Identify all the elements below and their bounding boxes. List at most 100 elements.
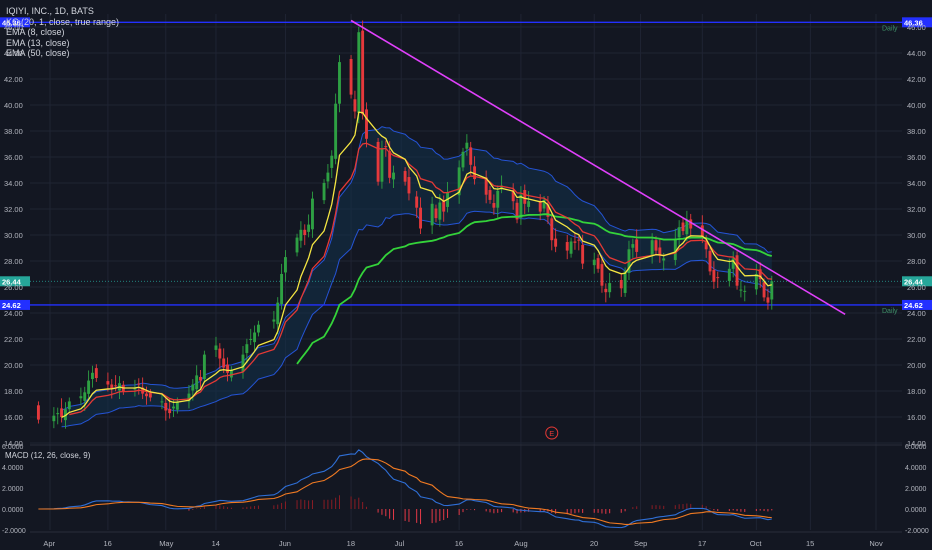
macd-y-tick-left: 4.0000 <box>2 465 24 472</box>
candle-body <box>681 222 685 232</box>
candle-body <box>249 339 253 340</box>
y-tick-right: 16.00 <box>907 413 926 422</box>
x-tick: May <box>159 539 173 548</box>
legend-ema50[interactable]: EMA (50, close) <box>6 48 70 58</box>
candles <box>36 20 774 429</box>
candle-body <box>550 218 554 241</box>
candle-body <box>295 237 299 253</box>
macd-y-tick-left: -2.0000 <box>2 528 26 535</box>
y-tick-left: 34.00 <box>4 179 23 188</box>
macd-title: MACD (12, 26, close, 9) <box>5 451 91 460</box>
y-tick-left: 24.00 <box>4 309 23 318</box>
candle-body <box>430 203 434 226</box>
candle-body <box>276 302 280 325</box>
y-tick-left: 30.00 <box>4 231 23 240</box>
candle-body <box>492 203 496 208</box>
candle-body <box>133 388 137 390</box>
y-tick-left: 46.00 <box>4 23 23 32</box>
candle-body <box>677 227 681 238</box>
candle-body <box>735 255 739 286</box>
candle-body <box>716 277 720 279</box>
candle-body <box>67 401 71 410</box>
candle-body <box>87 380 91 394</box>
candle-body <box>253 332 257 343</box>
candle-body <box>311 198 314 230</box>
candle-body <box>195 375 199 390</box>
candle-body <box>473 166 477 180</box>
candle-body <box>110 384 114 389</box>
candle-body <box>592 259 596 266</box>
y-tick-right: 46.00 <box>907 23 926 32</box>
legend-ema8[interactable]: EMA (8, close) <box>6 27 65 37</box>
candle-body <box>419 207 422 229</box>
y-tick-right: 36.00 <box>907 153 926 162</box>
candle-body <box>330 155 334 168</box>
y-tick-right: 20.00 <box>907 361 926 370</box>
last-price-label-left-bg <box>0 276 30 287</box>
last-price-label-right: 26.44 <box>904 277 924 286</box>
y-tick-left: 38.00 <box>4 127 23 136</box>
candle-body <box>334 103 338 159</box>
candle-body <box>523 190 527 204</box>
macd-y-tick-left: 2.0000 <box>2 486 24 493</box>
candle-body <box>515 202 519 220</box>
candle-body <box>581 244 585 264</box>
candle-body <box>685 219 689 235</box>
candle-body <box>357 32 361 114</box>
macd-y-tick-left: 0.0000 <box>2 507 24 514</box>
candle-body <box>573 241 577 243</box>
legend-ema13[interactable]: EMA (13, close) <box>6 37 70 48</box>
candle-body <box>758 269 762 280</box>
y-tick-right: 38.00 <box>907 127 926 136</box>
x-tick: Jun <box>279 539 291 548</box>
y-tick-left: 18.00 <box>4 387 23 396</box>
ema8-line <box>61 111 772 418</box>
candle-body <box>256 324 260 333</box>
y-tick-left: 14.00 <box>4 439 23 448</box>
y-tick-right: 34.00 <box>907 179 926 188</box>
candle-body <box>52 415 56 422</box>
y-tick-right: 22.00 <box>907 335 926 344</box>
grid <box>30 14 902 530</box>
candle-body <box>565 242 569 251</box>
y-tick-left: 26.00 <box>4 283 23 292</box>
candle-body <box>596 258 600 269</box>
candle-body <box>164 402 168 411</box>
candle-body <box>114 385 118 387</box>
x-tick: Nov <box>869 539 883 548</box>
candle-body <box>403 171 407 182</box>
candle-body <box>600 264 604 286</box>
macd-line <box>38 449 772 529</box>
level-tag: Daily <box>882 308 898 315</box>
candle-body <box>241 354 245 372</box>
candle-body <box>349 58 353 95</box>
x-tick: 16 <box>103 539 111 548</box>
y-tick-right: 32.00 <box>907 205 926 214</box>
y-tick-right: 28.00 <box>907 257 926 266</box>
y-tick-left: 32.00 <box>4 205 23 214</box>
candle-body <box>519 194 523 218</box>
candle-body <box>434 208 438 219</box>
y-tick-right: 14.00 <box>907 439 926 448</box>
candle-body <box>407 177 411 194</box>
x-tick: Apr <box>43 539 55 548</box>
candle-body <box>202 354 206 380</box>
candle-body <box>727 268 731 282</box>
candle-body <box>214 345 218 350</box>
macd-y-tick-right: 2.0000 <box>905 486 927 493</box>
candle-body <box>222 358 226 368</box>
candle-body <box>743 290 747 292</box>
candle-body <box>712 269 716 282</box>
legend-symbol[interactable]: IQIYI, INC., 1D, BATS <box>6 6 94 16</box>
candle-body <box>338 62 341 104</box>
candle-body <box>83 392 87 401</box>
candle-body <box>299 229 303 241</box>
candle-body <box>218 348 222 359</box>
candle-body <box>770 281 774 300</box>
level-label-left-bg <box>0 299 30 310</box>
candle-body <box>546 204 550 217</box>
legend-kc[interactable]: KC (20, 1, close, true range) <box>6 16 120 27</box>
candle-body <box>442 200 446 212</box>
candle-body <box>56 413 60 415</box>
